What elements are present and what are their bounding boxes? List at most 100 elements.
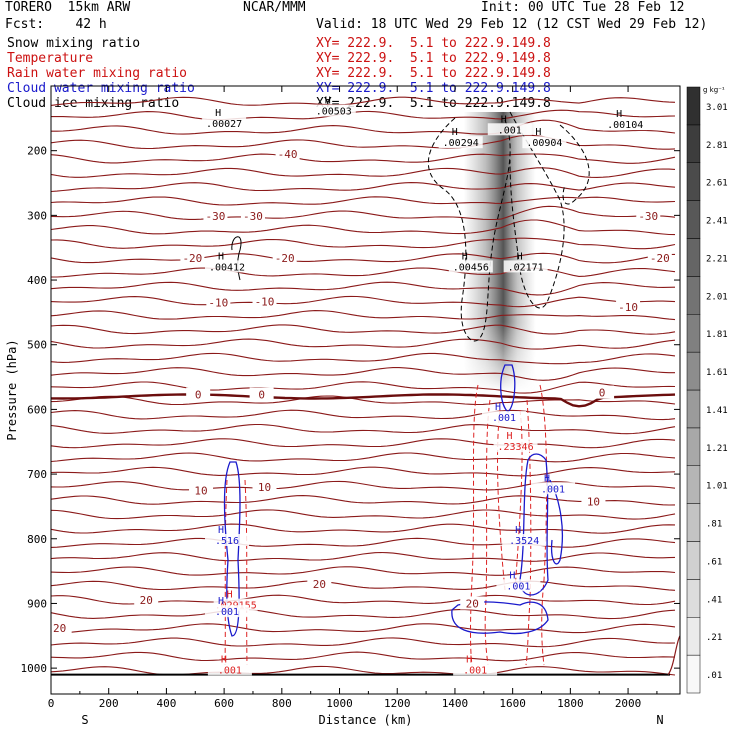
- colorbar-swatch: [686, 124, 701, 163]
- north-endpoint-label: N: [656, 713, 663, 727]
- x-axis-title: Distance (km): [319, 713, 413, 727]
- terrain-rise: [667, 635, 681, 676]
- isotherm-line: [50, 466, 676, 477]
- colorbar-swatch: [686, 427, 701, 466]
- isotherm-label-bg: [206, 295, 231, 309]
- cloud-water-contour: [549, 479, 564, 565]
- extremum-high-marker: H: [218, 251, 224, 262]
- isotherm-label: -30: [243, 210, 263, 223]
- extremum-high-marker: H: [507, 431, 513, 442]
- extremum-label: .3524: [509, 536, 539, 547]
- isotherm-label: -20: [650, 252, 670, 265]
- extremum-label: .00104: [607, 120, 643, 131]
- cloud-water-contour: [451, 601, 549, 635]
- extremum-label-bg: [438, 136, 483, 149]
- valid-time: Valid: 18 UTC Wed 29 Feb 12 (12 CST Wed …: [316, 17, 708, 32]
- colorbar-swatch: [686, 617, 701, 656]
- extremum-label: .001: [498, 125, 522, 136]
- extremum-label-bg: [448, 260, 493, 273]
- extremum-label-bg: [481, 411, 526, 424]
- forecast-hour: Fcst: 42 h: [5, 17, 107, 32]
- isotherm-label: 20: [53, 622, 66, 635]
- isotherm-label: -30: [206, 210, 226, 223]
- colorbar-level-label: 2.41: [706, 217, 728, 227]
- isotherm-line: [50, 523, 676, 534]
- colorbar-level-label: .01: [706, 671, 722, 681]
- isotherm-label-bg: [240, 209, 265, 223]
- isotherm-label-bg: [272, 251, 297, 265]
- isotherm-label-bg: [460, 596, 485, 610]
- rain-contour: [224, 479, 228, 666]
- x-tick-label: 800: [272, 697, 292, 710]
- isotherm-line: [50, 205, 676, 221]
- x-tick-label: 600: [214, 697, 234, 710]
- colorbar-level-label: .61: [706, 557, 722, 567]
- extremum-label: .001: [218, 665, 242, 676]
- isotherm-line: [50, 651, 676, 662]
- isotherm-line: [50, 134, 676, 150]
- field-name-cloud-water: Cloud water mixing ratio: [7, 81, 195, 96]
- colorbar-level-label: .41: [706, 595, 722, 605]
- extremum-high-marker: H: [452, 127, 458, 138]
- extremum-label-bg: [496, 579, 541, 592]
- colorbar-level-label: .21: [706, 633, 722, 643]
- cloud-ice-contour: [231, 236, 242, 281]
- rain-contour: [244, 479, 248, 666]
- y-tick-label: 300: [27, 209, 47, 222]
- cloud-water-contour: [519, 453, 549, 596]
- cloud-ice-contour: [427, 117, 511, 342]
- isotherm-line: [50, 281, 676, 296]
- isotherm-line: [50, 367, 675, 381]
- isotherm-line: [50, 395, 676, 406]
- isotherm-label-bg: [189, 483, 214, 497]
- extremum-high-marker: H: [466, 654, 472, 665]
- extremum-label-bg: [202, 116, 247, 129]
- x-tick-label: 1000: [326, 697, 353, 710]
- cloud-ice-contour: [509, 111, 565, 309]
- isotherm-line: [50, 167, 676, 178]
- colorbar-swatch: [686, 654, 701, 694]
- field-name-snow: Snow mixing ratio: [7, 36, 141, 51]
- isotherm-label: -20: [275, 252, 295, 265]
- colorbar-level-label: 2.21: [706, 254, 728, 264]
- x-tick-label: 400: [156, 697, 176, 710]
- field-xy-snow: XY= 222.9. 5.1 to 222.9.149.8: [316, 36, 551, 51]
- x-tick-label: 1200: [384, 697, 411, 710]
- isotherm-line: [50, 153, 676, 164]
- extremum-label-bg: [502, 534, 547, 546]
- isotherm-line: [50, 109, 676, 121]
- colorbar-swatch: [686, 541, 701, 580]
- isotherm-label-bg: [203, 209, 228, 223]
- isotherm-label: 0: [258, 389, 265, 402]
- isotherm-line: [51, 267, 676, 278]
- isotherm-label: 0: [599, 387, 606, 400]
- y-tick-label: 600: [27, 403, 47, 416]
- extremum-label-bg: [531, 482, 576, 495]
- isotherm-zero-line: [51, 393, 676, 408]
- isotherm-line: [50, 608, 676, 620]
- extremum-label: .00294: [443, 138, 479, 149]
- extremum-high-marker: H: [215, 108, 221, 119]
- isotherm-line: [50, 219, 676, 236]
- extremum-high-marker: H: [501, 114, 507, 125]
- isotherm-line: [50, 381, 676, 394]
- plot-frame: [50, 85, 681, 695]
- colorbar-level-label: .81: [706, 520, 722, 530]
- isotherm-label: -30: [638, 210, 658, 223]
- colorbar-level-label: 1.01: [706, 482, 728, 492]
- isotherm-label: -10: [618, 301, 638, 314]
- colorbar-swatch: [686, 86, 701, 126]
- field-name-rain: Rain water mixing ratio: [7, 66, 188, 81]
- isotherm-label: -20: [182, 252, 202, 265]
- isotherm-line: [50, 324, 676, 335]
- field-xy-cloud-water: XY= 222.9. 5.1 to 222.9.149.8: [316, 81, 551, 96]
- isotherm-label: 10: [258, 481, 271, 494]
- isotherm-label: -40: [278, 148, 298, 161]
- x-tick-label: 1400: [442, 697, 469, 710]
- isotherm-label-bg: [134, 593, 159, 607]
- isotherm-label-bg: [252, 294, 277, 308]
- colorbar-swatch: [686, 351, 701, 391]
- isotherm-line: [51, 119, 676, 135]
- colorbar-level-label: 2.01: [706, 292, 728, 302]
- y-tick-label: 700: [27, 468, 47, 481]
